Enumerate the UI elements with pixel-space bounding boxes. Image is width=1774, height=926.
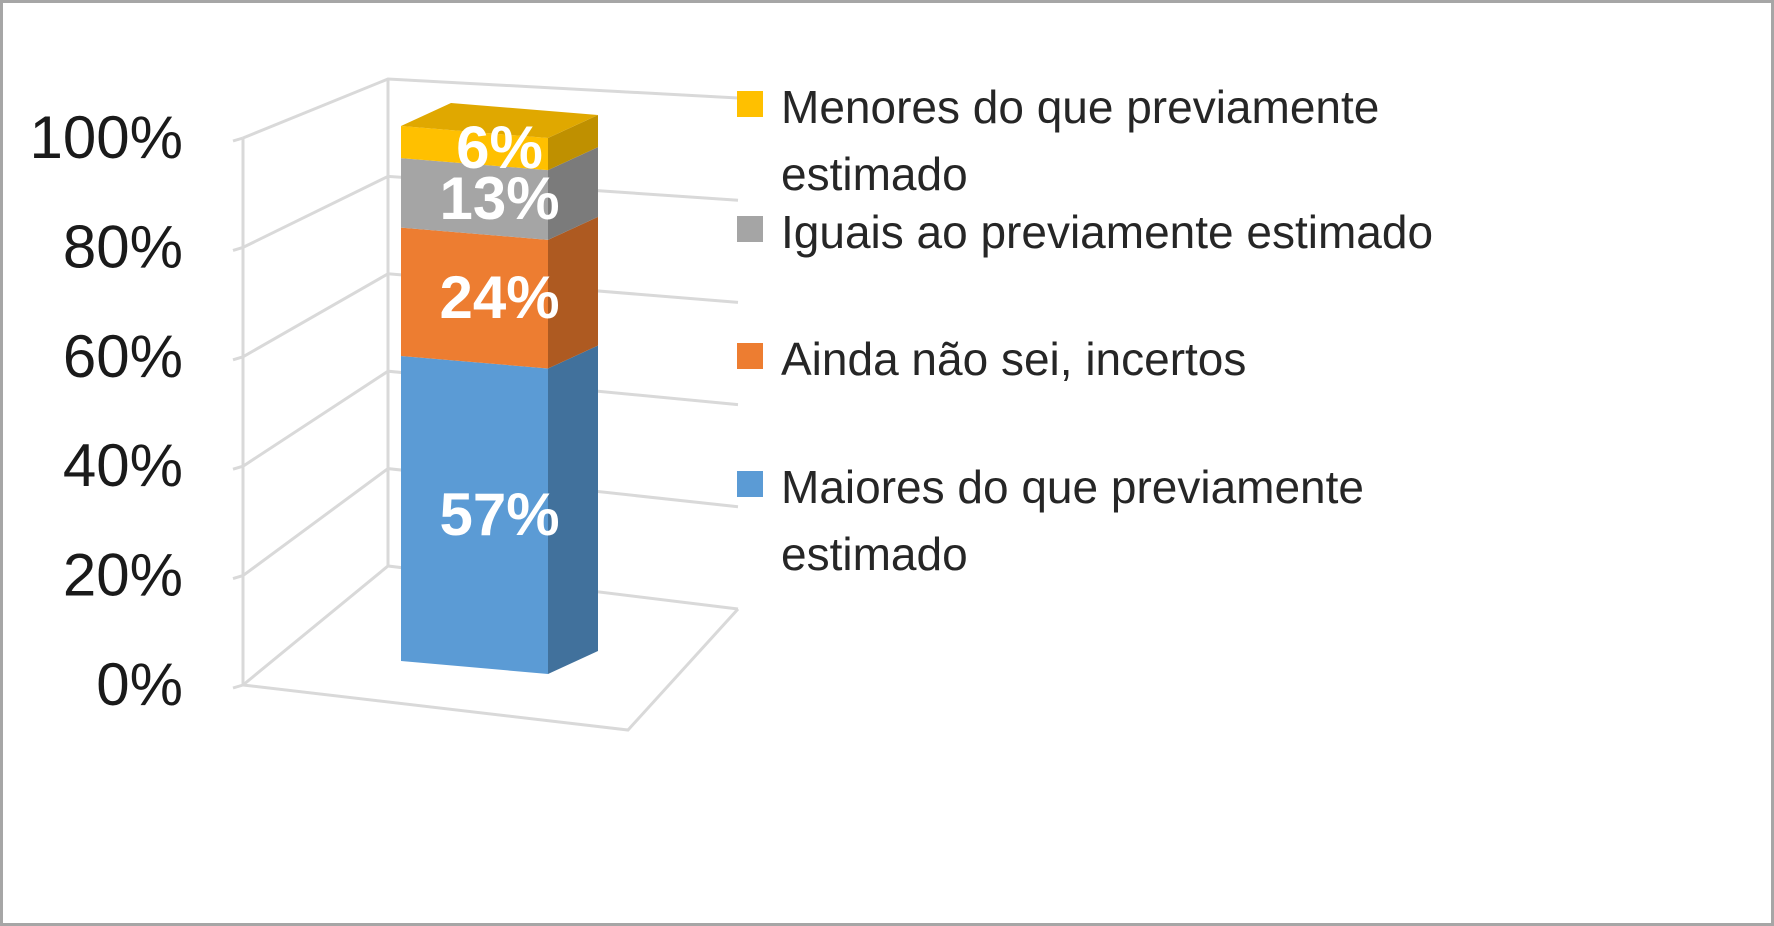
legend: Menores do que previamente estimado Iguais… — [737, 81, 1433, 580]
y-tick-mark — [232, 355, 244, 362]
y-tick-mark — [232, 683, 244, 690]
y-tick-label: 100% — [30, 104, 183, 171]
bar-segment-front — [401, 126, 548, 171]
legend-item: Iguais ao previamente estimado — [737, 206, 1433, 258]
bar-segment-front — [401, 158, 548, 240]
data-label: 13% — [439, 165, 559, 232]
legend-swatch — [737, 91, 763, 117]
legend-label: Menores do que previamente — [781, 81, 1379, 133]
data-label: 6% — [456, 114, 543, 181]
legend-item: Maiores do que previamente estimado — [737, 461, 1364, 580]
bar-stack — [401, 103, 598, 674]
y-tick-label: 0% — [96, 651, 183, 718]
y-tick-mark — [232, 464, 244, 471]
gridline — [242, 467, 739, 577]
gridline — [242, 272, 739, 359]
floor-edge — [242, 607, 740, 732]
legend-swatch — [737, 216, 763, 242]
legend-label: Maiores do que previamente — [781, 461, 1364, 513]
gridline — [242, 77, 739, 140]
gridline — [242, 564, 739, 687]
gridline — [242, 369, 739, 468]
y-tick-label: 80% — [63, 213, 183, 280]
y-tick-label: 20% — [63, 542, 183, 609]
gridline — [242, 174, 739, 249]
legend-label: estimado — [781, 148, 968, 200]
data-label: 24% — [439, 264, 559, 331]
bar-segment-front — [401, 356, 548, 674]
data-label: 57% — [439, 481, 559, 548]
bar-segment-side — [548, 115, 598, 171]
legend-item: Menores do que previamente estimado — [737, 81, 1379, 200]
y-tick-label: 40% — [63, 432, 183, 499]
y-tick-label: 60% — [63, 323, 183, 390]
legend-label: Iguais ao previamente estimado — [781, 206, 1433, 258]
gridlines — [232, 77, 740, 732]
bar-segment-side — [548, 216, 598, 369]
y-tick-mark — [232, 136, 244, 143]
legend-label: Ainda não sei, incertos — [781, 333, 1246, 385]
legend-item: Ainda não sei, incertos — [737, 333, 1246, 385]
legend-swatch — [737, 471, 763, 497]
y-tick-mark — [232, 245, 244, 252]
bar-segment-side — [548, 345, 598, 674]
legend-swatch — [737, 343, 763, 369]
y-tick-mark — [232, 574, 244, 581]
stacked-bar-chart-3d: 0% 20% 40% 60% 80% 100% 57% 24% 13%6% Menores do … — [30, 77, 1433, 732]
bar-top-face — [401, 103, 598, 138]
bar-segment-side — [548, 147, 598, 240]
bar-segment-front — [401, 227, 548, 369]
legend-label: estimado — [781, 528, 968, 580]
